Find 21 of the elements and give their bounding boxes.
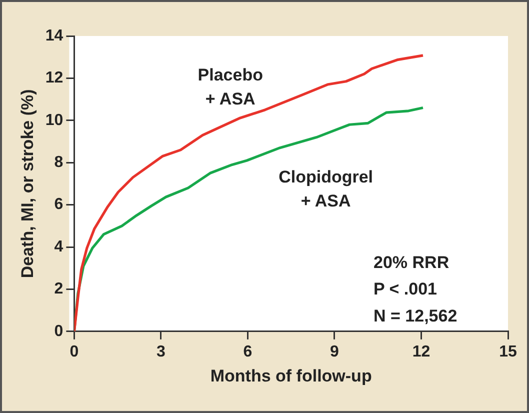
- y-axis-title: Death, MI, or stroke (%): [18, 89, 37, 278]
- x-tick-label: 12: [412, 343, 430, 360]
- y-tick-label: 10: [45, 112, 64, 129]
- annotation: N = 12,562: [374, 306, 458, 326]
- y-tick-label: 6: [54, 196, 64, 214]
- y-tick-label: 4: [54, 238, 64, 256]
- y-tick-label: 14: [45, 27, 64, 44]
- series-label: Clopidogrel + ASA: [278, 167, 374, 210]
- y-tick-label: 8: [54, 154, 64, 172]
- x-axis-title: Months of follow-up: [210, 366, 372, 386]
- x-tick-label: 6: [243, 343, 252, 360]
- x-tick-label: 9: [330, 343, 340, 360]
- x-tick-label: 3: [156, 343, 166, 360]
- y-tick-label: 2: [54, 280, 64, 298]
- series-label: Placebo + ASA: [198, 66, 263, 109]
- x-tick-label: 15: [499, 343, 517, 360]
- y-tick-label: 12: [45, 70, 64, 87]
- x-tick-label: 0: [70, 343, 79, 360]
- y-tick-label: 0: [54, 322, 64, 340]
- annotation: P < .001: [374, 280, 438, 299]
- annotation: 20% RRR: [374, 253, 450, 272]
